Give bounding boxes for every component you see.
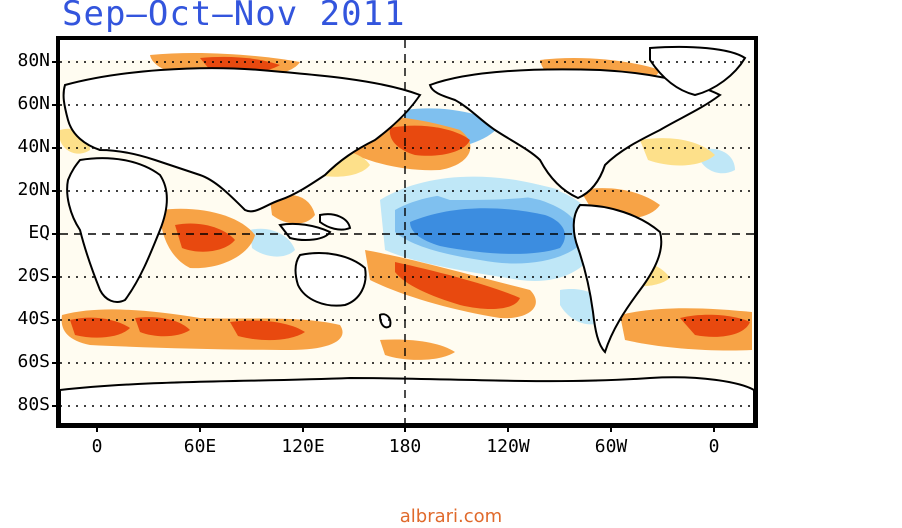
lat-label: 60S [17, 351, 50, 372]
anomaly-patch [70, 317, 130, 338]
lon-label: 0 [708, 436, 720, 457]
anomaly-patch [640, 138, 715, 166]
watermark-text: albrari.com [399, 506, 503, 527]
axis-ticks [52, 61, 715, 432]
lat-label: 20N [17, 179, 50, 200]
lat-label: EQ [28, 222, 50, 243]
graticule [60, 40, 754, 424]
continents [59, 45, 755, 425]
anomaly-patch [380, 339, 455, 360]
anomaly-patch [175, 223, 235, 252]
anomaly-patch [420, 179, 560, 200]
antarctica-landmass [59, 376, 755, 425]
australia-landmass [294, 252, 367, 307]
south-america-landmass [572, 203, 663, 354]
lon-label: 180 [388, 436, 422, 457]
lat-label: 20S [17, 265, 50, 286]
anomaly-patch [270, 195, 315, 224]
lat-label: 80S [17, 394, 50, 415]
lon-label: 120W [486, 436, 530, 457]
new-zealand-landmass [378, 313, 392, 329]
maritime-continent-landmass [319, 213, 352, 231]
anomaly-patch [135, 317, 190, 337]
map-title: Sep–Oct–Nov 2011 [62, 0, 406, 34]
lat-label: 40N [17, 136, 50, 157]
eurasia-landmass [62, 67, 422, 213]
anomaly-patch [230, 320, 305, 341]
lon-label: 60W [594, 436, 628, 457]
maritime-continent-landmass [278, 222, 332, 241]
lat-label: 60N [17, 93, 50, 114]
lon-label: 60E [183, 436, 217, 457]
lon-label: 120E [281, 436, 325, 457]
africa-landmass [66, 157, 168, 303]
north-america-landmass [428, 68, 722, 200]
anomaly-patch [395, 262, 520, 310]
lat-label: 40S [17, 308, 50, 329]
map-frame [56, 36, 758, 428]
anomaly-patch [410, 208, 565, 254]
lon-label: 0 [91, 436, 103, 457]
lat-label: 80N [17, 50, 50, 71]
anomaly-patch [250, 228, 295, 257]
greenland-landmass [649, 45, 747, 97]
anomaly-patch [389, 125, 470, 156]
